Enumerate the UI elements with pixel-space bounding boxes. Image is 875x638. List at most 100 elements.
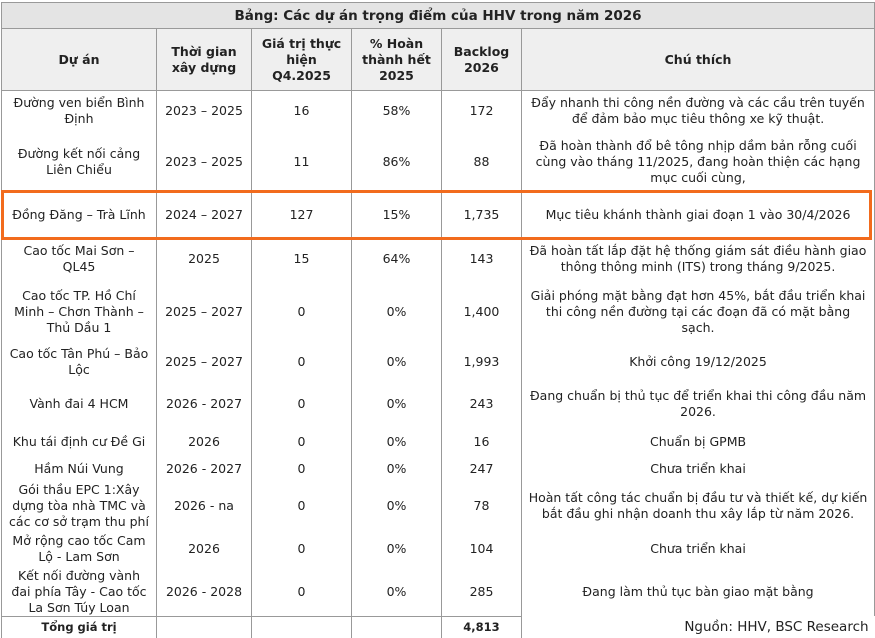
title-row: Bảng: Các dự án trọng điểm của HHV trong… [0, 2, 875, 29]
completion: 64% [351, 236, 442, 282]
period: 2026 - 2027 [156, 381, 252, 427]
period: 2026 - na [156, 480, 252, 531]
period: 2026 - 2028 [156, 567, 252, 616]
value: 16 [251, 90, 352, 131]
completion: 0% [351, 281, 442, 342]
note: Chưa triển khai [520, 456, 875, 481]
value: 0 [251, 530, 352, 568]
note: Đẩy nhanh thi công nền đường và các cầu … [520, 90, 875, 131]
project: Hầm Núi Vung [1, 456, 157, 481]
value: 11 [251, 130, 352, 193]
total-backlog: 4,813 [441, 615, 522, 638]
highlight-box [1, 189, 872, 240]
header-cell: Thời gian xây dựng [156, 28, 252, 91]
note: Đã hoàn thành đổ bê tông nhịp dầm bản rỗ… [520, 130, 875, 193]
data-row: Mở rộng cao tốc Cam Lộ - Lam Sơn 2026 0 0% 1… [1, 530, 875, 568]
completion: 15% [351, 192, 442, 237]
note: Đang chuẩn bị thủ tục để triển khai thi … [520, 381, 875, 427]
completion: 0% [351, 381, 442, 427]
value: 0 [251, 281, 352, 342]
period: 2026 [156, 530, 252, 568]
value: 0 [251, 480, 352, 531]
value: 0 [251, 341, 352, 382]
project: Cao tốc Mai Sơn – QL45 [1, 236, 157, 282]
period: 2025 – 2027 [156, 281, 252, 342]
source-note: Nguồn: HHV, BSC Research [684, 619, 869, 635]
note: Khởi công 19/12/2025 [520, 341, 875, 382]
backlog: 104 [441, 530, 522, 568]
project: Cao tốc TP. Hồ Chí Minh – Chơn Thành – T… [1, 281, 157, 342]
project: Cao tốc Tân Phú – Bảo Lộc [1, 341, 157, 382]
backlog: 16 [441, 426, 522, 457]
completion: 0% [351, 530, 442, 568]
empty-cell [156, 615, 252, 638]
data-row: Đường kết nối cảng Liên Chiểu 2023 – 2025… [1, 130, 875, 193]
backlog: 143 [441, 236, 522, 282]
backlog: 247 [441, 456, 522, 481]
backlog: 1,735 [441, 192, 522, 237]
period: 2026 [156, 426, 252, 457]
note: Giải phóng mặt bằng đạt hơn 45%, bắt đầu… [520, 281, 875, 342]
project: Gói thầu EPC 1:Xây dựng tòa nhà TMC và c… [1, 480, 157, 531]
total-label: Tổng giá trị [1, 615, 157, 638]
backlog: 243 [441, 381, 522, 427]
note: Đã hoàn tất lắp đặt hệ thống giám sát đi… [520, 236, 875, 282]
backlog: 1,400 [441, 281, 522, 342]
header-row: Dự án Thời gian xây dựng Giá trị thực hiện… [1, 28, 875, 91]
completion: 0% [351, 456, 442, 481]
total-row: Tổng giá trị 4,813 Nguồn: HHV, BSC Researc… [1, 615, 875, 638]
period: 2023 – 2025 [156, 90, 252, 131]
period: 2025 – 2027 [156, 341, 252, 382]
header-cell: Backlog 2026 [441, 28, 522, 91]
backlog: 78 [441, 480, 522, 531]
header-cell: % Hoàn thành hết 2025 [351, 28, 442, 91]
completion: 86% [351, 130, 442, 193]
backlog: 88 [441, 130, 522, 193]
completion: 0% [351, 426, 442, 457]
table-title: Bảng: Các dự án trọng điểm của HHV trong… [0, 2, 875, 29]
project: Mở rộng cao tốc Cam Lộ - Lam Sơn [1, 530, 157, 568]
project: Đồng Đăng – Trà Lĩnh [1, 192, 157, 237]
data-row: Vành đai 4 HCM 2026 - 2027 0 0% 243 Đang chuẩ… [1, 381, 875, 427]
project: Đường ven biển Bình Định [1, 90, 157, 131]
value: 0 [251, 426, 352, 457]
project: Khu tái định cư Đề Gi [1, 426, 157, 457]
data-row: Cao tốc Tân Phú – Bảo Lộc 2025 – 2027 0 0% 1… [1, 341, 875, 382]
empty-cell [351, 615, 442, 638]
project: Vành đai 4 HCM [1, 381, 157, 427]
value: 0 [251, 567, 352, 616]
note: Hoàn tất công tác chuẩn bị đầu tư và thi… [520, 480, 875, 531]
data-row: Hầm Núi Vung 2026 - 2027 0 0% 247 Chưa triển … [1, 456, 875, 481]
header-cell: Chú thích [520, 28, 875, 91]
note: Chưa triển khai [520, 530, 875, 568]
empty-cell [251, 615, 352, 638]
value: 127 [251, 192, 352, 237]
completion: 0% [351, 480, 442, 531]
header-cell: Dự án [1, 28, 157, 91]
completion: 58% [351, 90, 442, 131]
data-row: Cao tốc Mai Sơn – QL45 2025 15 64% 143 Đã hoà… [1, 236, 875, 282]
completion: 0% [351, 341, 442, 382]
project: Kết nối đường vành đai phía Tây - Cao tố… [1, 567, 157, 616]
value: 15 [251, 236, 352, 282]
value: 0 [251, 381, 352, 427]
project: Đường kết nối cảng Liên Chiểu [1, 130, 157, 193]
header-cell: Giá trị thực hiện Q4.2025 [251, 28, 352, 91]
period: 2026 - 2027 [156, 456, 252, 481]
backlog: 1,993 [441, 341, 522, 382]
period: 2025 [156, 236, 252, 282]
value: 0 [251, 456, 352, 481]
data-row: Gói thầu EPC 1:Xây dựng tòa nhà TMC và c… [1, 480, 875, 531]
note: Mục tiêu khánh thành giai đoạn 1 vào 30/… [520, 192, 875, 237]
data-row: Đồng Đăng – Trà Lĩnh 2024 – 2027 127 15% 1,7… [1, 192, 875, 237]
data-row: Đường ven biển Bình Định 2023 – 2025 16 58%… [1, 90, 875, 131]
period: 2023 – 2025 [156, 130, 252, 193]
note: Chuẩn bị GPMB [520, 426, 875, 457]
backlog: 285 [441, 567, 522, 616]
data-row: Cao tốc TP. Hồ Chí Minh – Chơn Thành – T… [1, 281, 875, 342]
backlog: 172 [441, 90, 522, 131]
completion: 0% [351, 567, 442, 616]
data-row: Khu tái định cư Đề Gi 2026 0 0% 16 Chuẩn bị G… [1, 426, 875, 457]
